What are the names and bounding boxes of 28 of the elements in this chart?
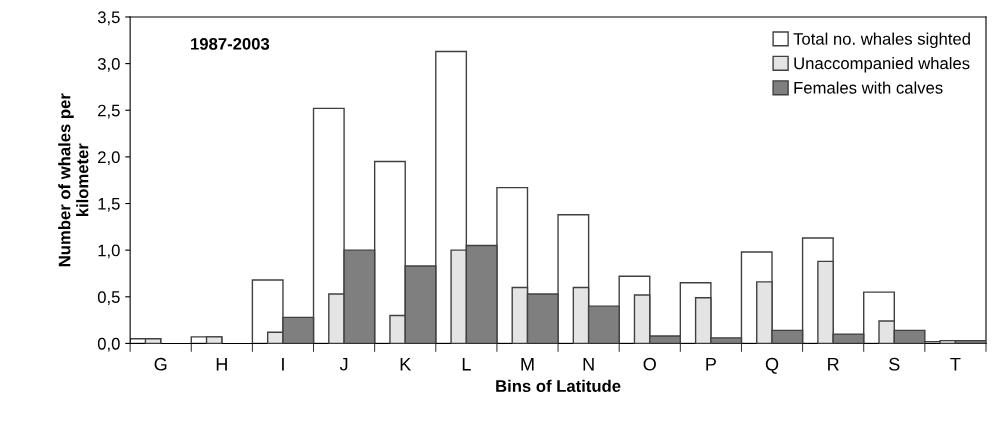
legend-label: Total no. whales sighted [793, 32, 970, 49]
y-tick-label: 0,5 [97, 291, 120, 305]
x-tick-label: R [828, 357, 839, 371]
y-axis-title: Number of whales per kilometer [58, 93, 89, 267]
y-tick-label: 3,5 [97, 11, 120, 26]
x-tick-label: Q [765, 357, 779, 374]
x-tick-label: P [706, 357, 716, 371]
annotation: 1987-2003 [191, 37, 270, 50]
x-tick-label: N [583, 357, 594, 371]
x-tick-label: O [643, 357, 656, 371]
y-tick-label: 3,0 [97, 58, 120, 72]
y-tick-label: 1,5 [98, 198, 120, 212]
legend-label: Females with calves [794, 81, 943, 94]
x-tick-label: S [889, 357, 900, 371]
x-axis-title: Bins of Latitude [496, 379, 621, 392]
y-tick-label: 0,0 [97, 337, 120, 352]
y-tick-label: 1,0 [98, 244, 120, 259]
legend-label: Unaccompanied whales [794, 57, 970, 73]
y-tick-label: 2,5 [98, 104, 120, 119]
x-tick-label: I [282, 357, 284, 371]
x-tick-label: H [216, 357, 227, 371]
x-tick-label: K [400, 357, 412, 371]
x-tick-label: J [339, 357, 348, 371]
y-tick-label: 2,0 [98, 151, 120, 166]
x-tick-label: T [950, 357, 961, 371]
x-tick-label: L [462, 357, 471, 371]
x-tick-label: G [154, 357, 167, 371]
x-tick-label: M [521, 357, 534, 371]
